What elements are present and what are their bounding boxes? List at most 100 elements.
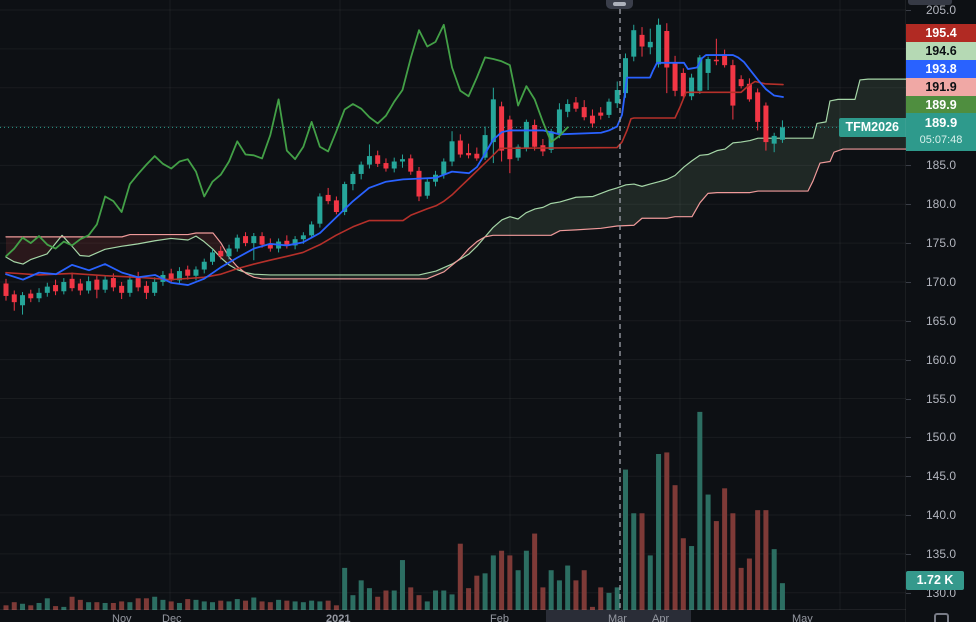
candle-body xyxy=(449,141,455,162)
kijun-line xyxy=(5,80,784,281)
candle-body xyxy=(176,271,182,281)
volume-bar xyxy=(755,510,761,610)
candle-body xyxy=(697,57,703,91)
price-tick-dash xyxy=(906,398,911,400)
candle-body xyxy=(300,235,306,240)
candle-body xyxy=(366,156,372,165)
candle-body xyxy=(61,281,67,292)
volume-bar xyxy=(375,596,381,610)
candle-body xyxy=(309,224,315,236)
price-tick: 165.0 xyxy=(925,313,957,328)
candle-body xyxy=(672,62,678,91)
candle-body xyxy=(77,283,83,291)
volume-bar xyxy=(416,595,422,610)
candle-body xyxy=(292,239,298,246)
time-axis-label: Dec xyxy=(162,613,182,622)
indicator-price-label: 194.6 xyxy=(906,42,976,60)
candle-body xyxy=(94,279,100,290)
candle-body xyxy=(689,77,695,97)
candle-body xyxy=(623,58,628,94)
candle-body xyxy=(53,285,59,292)
candle-body xyxy=(358,164,364,174)
volume-bar xyxy=(251,597,257,610)
volume-bar xyxy=(28,605,34,610)
volume-bar xyxy=(482,573,488,610)
price-tick-dash xyxy=(906,592,911,594)
volume-bar xyxy=(713,521,719,610)
candle-body xyxy=(325,194,331,202)
time-axis-label: May xyxy=(792,613,813,622)
volume-bar xyxy=(36,602,42,610)
candle-body xyxy=(234,237,240,249)
price-tick-dash xyxy=(906,320,911,322)
volume-bar xyxy=(672,485,678,610)
candle-body xyxy=(779,127,785,140)
chikou-line xyxy=(5,23,569,258)
candle-body xyxy=(713,59,719,62)
volume-bar xyxy=(656,454,662,610)
time-axis[interactable]: Nov Dec 2021 Feb Mar Apr May xyxy=(0,609,906,622)
candle-body xyxy=(499,106,505,151)
volume-bar xyxy=(259,601,265,610)
volume-bar xyxy=(523,550,529,610)
volume-bar xyxy=(507,555,513,610)
candle-body xyxy=(705,58,711,73)
price-tick: 175.0 xyxy=(925,236,957,251)
candle-body xyxy=(243,236,249,244)
candle-body xyxy=(11,294,17,303)
price-tick-dash xyxy=(906,515,911,517)
indicator-price-label: 193.8 xyxy=(906,60,976,78)
axis-partial-label xyxy=(908,0,952,5)
candle-body xyxy=(639,34,645,47)
logo-icon xyxy=(934,613,949,622)
volume-bar xyxy=(589,606,595,610)
last-price-label: 189.9 05:07:48 xyxy=(906,113,976,151)
volume-bar xyxy=(292,601,298,610)
price-chart-canvas[interactable] xyxy=(0,0,906,622)
candle-body xyxy=(581,107,587,118)
volume-bar xyxy=(342,567,348,610)
volume-bar xyxy=(730,513,736,610)
volume-bar xyxy=(69,596,75,610)
volume-bar xyxy=(598,587,604,610)
volume-bar xyxy=(466,588,472,610)
volume-bar xyxy=(218,600,224,610)
volume-bar xyxy=(210,602,215,610)
candle-body xyxy=(399,159,405,162)
candle-body xyxy=(424,181,430,196)
volume-bar xyxy=(350,595,356,610)
volume-bar xyxy=(168,601,174,610)
volume-bar xyxy=(94,602,100,610)
price-tick: 135.0 xyxy=(925,546,957,561)
candle-body xyxy=(259,236,265,245)
volume-bar xyxy=(243,600,249,610)
volume-bar xyxy=(540,587,546,610)
volume-bar xyxy=(457,543,463,610)
volume-bar xyxy=(581,570,587,610)
volume-bar xyxy=(383,590,389,610)
candle-body xyxy=(185,269,191,276)
volume-bar xyxy=(689,546,695,610)
price-tick: 180.0 xyxy=(925,197,957,212)
volume-bar xyxy=(490,555,496,610)
ichimoku-cloud xyxy=(66,232,246,274)
volume-bar xyxy=(333,605,339,610)
volume-bar xyxy=(193,599,199,610)
volume-bar xyxy=(565,565,571,610)
candle-body xyxy=(466,152,472,156)
volume-bar xyxy=(614,587,620,610)
volume-bar xyxy=(309,600,315,610)
price-axis[interactable]: 205.0 185.0 180.0 175.0 170.0 165.0 160.0 155.0… xyxy=(905,0,976,622)
candle-body xyxy=(135,278,141,288)
price-tick-dash xyxy=(906,281,911,283)
candle-body xyxy=(565,104,571,112)
ichimoku-cloud xyxy=(459,235,486,260)
candle-body xyxy=(589,115,595,124)
volume-bar xyxy=(276,599,282,610)
price-tick-dash xyxy=(906,476,911,478)
candle-body xyxy=(408,158,414,172)
ichimoku-cloud xyxy=(486,79,906,237)
candle-body xyxy=(168,273,174,281)
event-marker-pill[interactable] xyxy=(606,0,633,9)
volume-bar xyxy=(325,600,331,610)
